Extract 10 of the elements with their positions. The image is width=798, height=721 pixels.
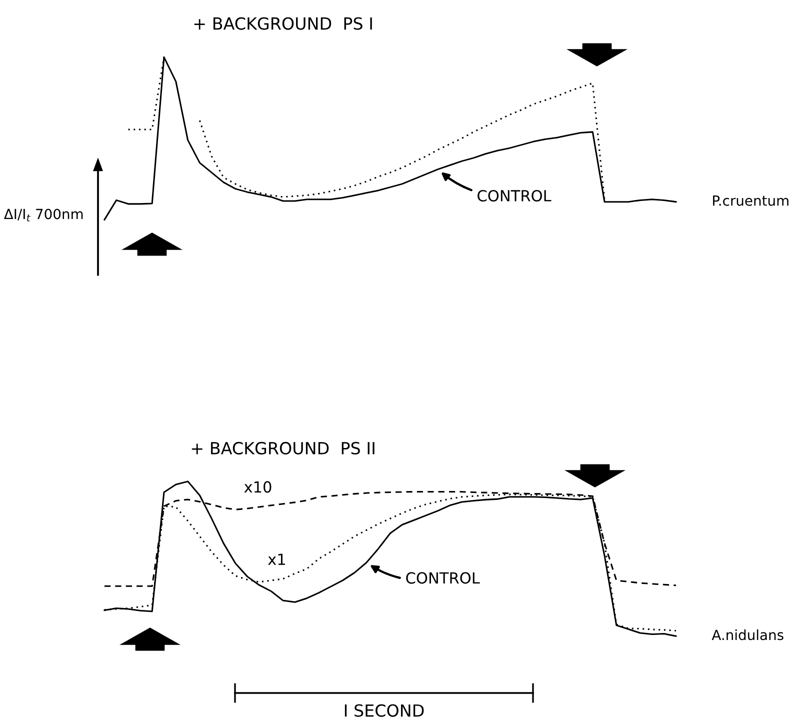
text: P.cruentum [713, 196, 788, 206]
chart-title: + BACKGROUND PS II [192, 442, 374, 454]
y-axis-title: ΔI/I$_{t}$ 700nm [4, 208, 83, 222]
x-axis-title: I SECOND [344, 704, 424, 717]
annotation: CONTROL [406, 572, 480, 584]
series-label: x10 [244, 481, 272, 493]
series-label: x1 [268, 554, 285, 565]
chart-title: + BACKGROUND PS I [194, 17, 372, 30]
annotation: CONTROL [478, 190, 552, 202]
text: A.nidulans [712, 629, 784, 640]
